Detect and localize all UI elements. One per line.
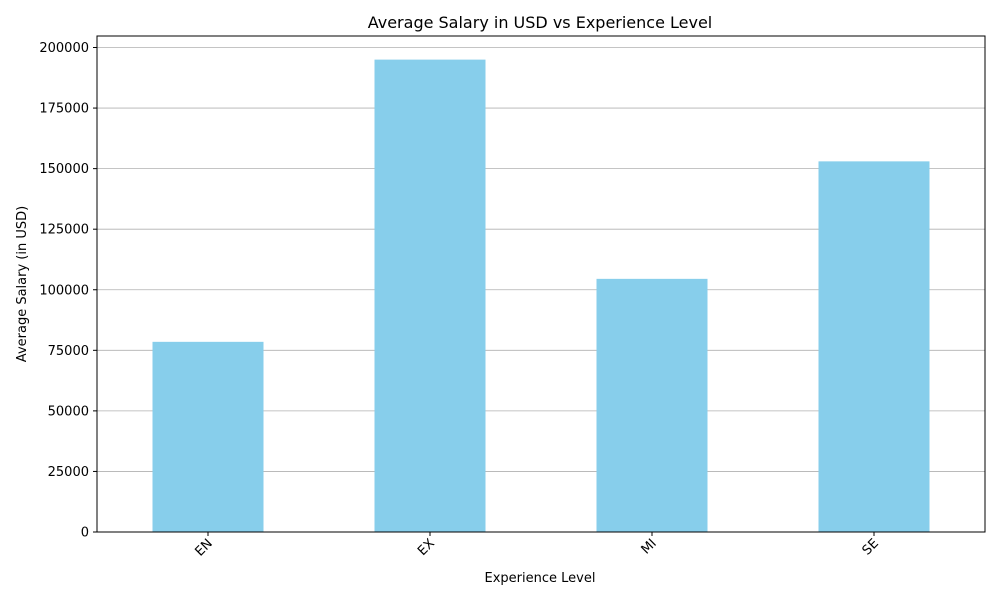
y-tick-label: 200000 [39, 41, 89, 56]
y-tick-label: 50000 [48, 404, 89, 419]
y-tick-label: 150000 [39, 162, 89, 177]
x-tick-label: SE [860, 536, 882, 558]
chart-title: Average Salary in USD vs Experience Leve… [368, 13, 713, 32]
plot-frame [96, 35, 986, 533]
y-axis-title: Average Salary (in USD) [15, 206, 30, 362]
y-tick-label: 175000 [39, 102, 89, 117]
bar-mi [596, 278, 708, 532]
x-ticks: EN EX MI SE [193, 532, 882, 560]
y-tick-label: 25000 [48, 465, 89, 480]
y-tick-label: 75000 [48, 344, 89, 359]
x-tick-label: EN [193, 536, 216, 559]
y-tick-label: 0 [81, 526, 89, 541]
x-axis-title: Experience Level [485, 571, 596, 586]
y-tick-label: 100000 [39, 283, 89, 298]
axes [96, 35, 986, 533]
bar-ex [374, 59, 486, 532]
bars [152, 59, 930, 532]
y-tick-label: 125000 [39, 223, 89, 238]
y-ticks: 0 25000 50000 75000 100000 125000 150000 175000… [39, 41, 97, 541]
bar-en [152, 341, 264, 532]
bar-se [818, 161, 930, 532]
x-tick-label: MI [639, 536, 660, 557]
x-tick-label: EX [415, 536, 438, 559]
